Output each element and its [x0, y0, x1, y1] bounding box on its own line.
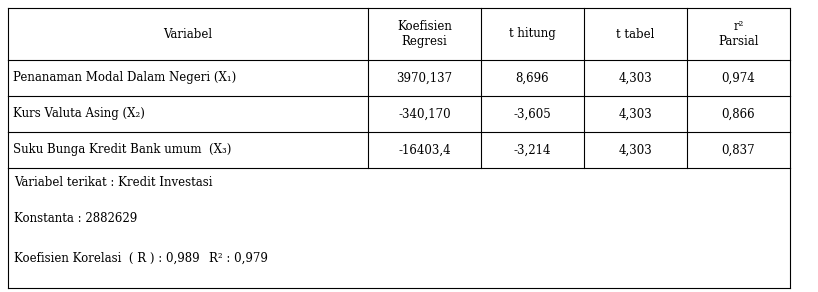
Text: Variabel: Variabel — [164, 27, 213, 41]
Text: Koefisien
Regresi: Koefisien Regresi — [397, 20, 452, 48]
Text: Variabel terikat : Kredit Investasi: Variabel terikat : Kredit Investasi — [14, 175, 213, 189]
Text: 4,303: 4,303 — [618, 72, 653, 84]
Text: r²
Parsial: r² Parsial — [718, 20, 759, 48]
Text: Penanaman Modal Dalam Negeri (X₁): Penanaman Modal Dalam Negeri (X₁) — [13, 72, 236, 84]
Text: t tabel: t tabel — [616, 27, 654, 41]
Text: Kurs Valuta Asing (X₂): Kurs Valuta Asing (X₂) — [13, 107, 145, 121]
Text: 4,303: 4,303 — [618, 107, 653, 121]
Text: 3970,137: 3970,137 — [397, 72, 452, 84]
Text: -340,170: -340,170 — [398, 107, 451, 121]
Text: 0,974: 0,974 — [721, 72, 755, 84]
Text: 0,837: 0,837 — [721, 143, 755, 157]
Text: Konstanta : 2882629: Konstanta : 2882629 — [14, 211, 137, 225]
Text: -3,605: -3,605 — [514, 107, 551, 121]
Text: t hitung: t hitung — [509, 27, 556, 41]
Text: R² : 0,979: R² : 0,979 — [209, 251, 267, 265]
Text: -16403,4: -16403,4 — [398, 143, 451, 157]
Text: 0,866: 0,866 — [721, 107, 755, 121]
Text: Suku Bunga Kredit Bank umum  (X₃): Suku Bunga Kredit Bank umum (X₃) — [13, 143, 231, 157]
Text: 4,303: 4,303 — [618, 143, 653, 157]
Text: -3,214: -3,214 — [514, 143, 551, 157]
Text: Koefisien Korelasi  ( R ) : 0,989: Koefisien Korelasi ( R ) : 0,989 — [14, 251, 200, 265]
Text: 8,696: 8,696 — [515, 72, 550, 84]
